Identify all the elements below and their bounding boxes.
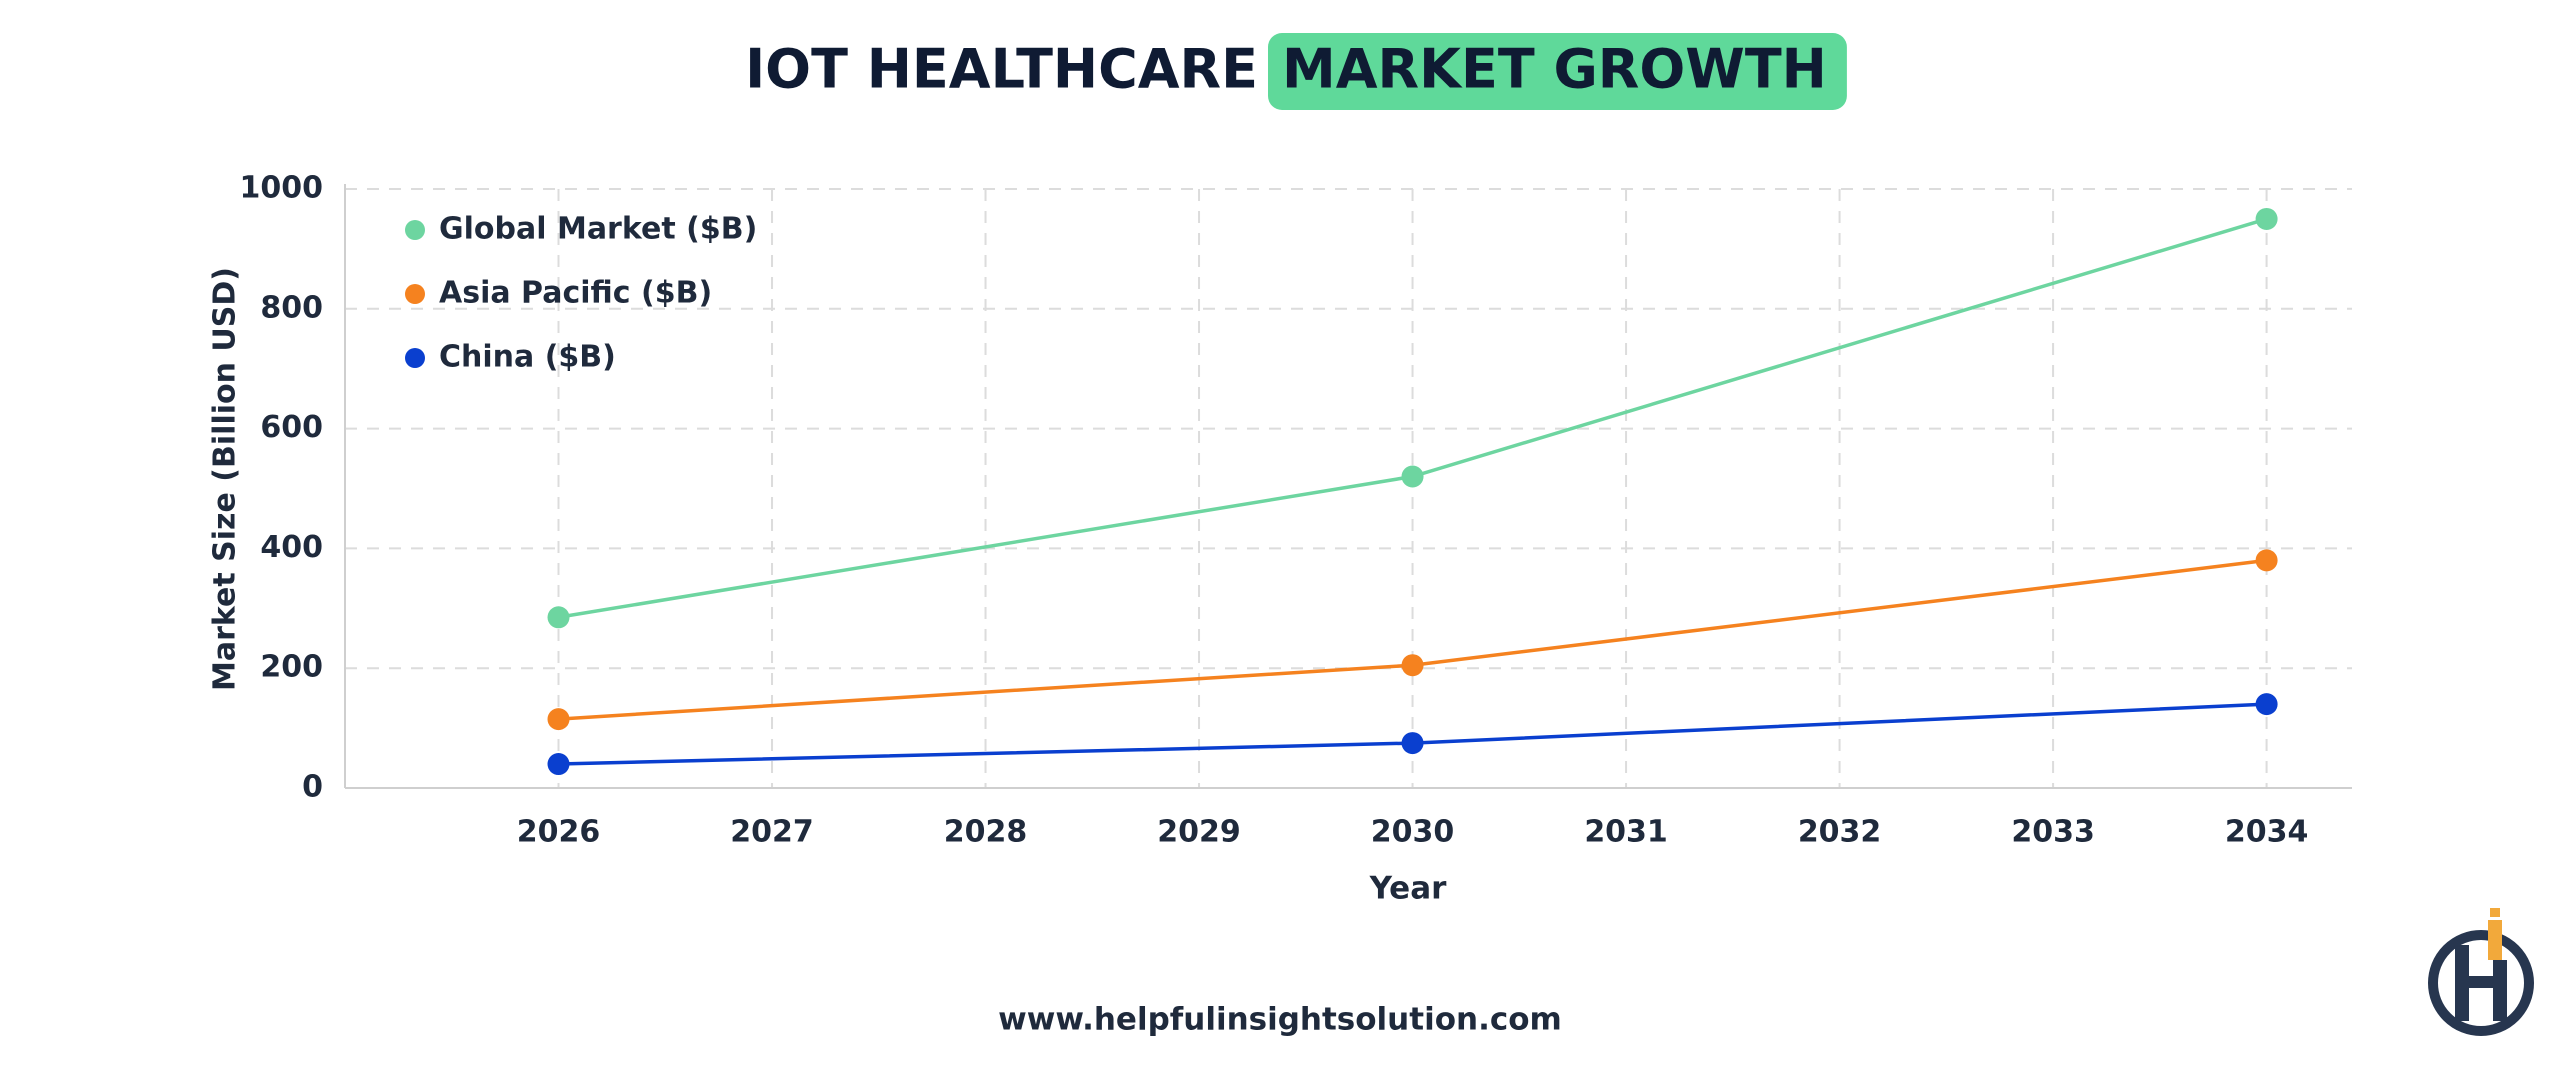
y-tick-label: 1000 (240, 171, 324, 206)
data-point (1401, 465, 1424, 488)
data-point (2255, 693, 2278, 716)
data-point (547, 606, 570, 629)
x-tick-label: 2032 (1798, 815, 1882, 850)
legend-marker (405, 284, 425, 304)
chart-title: IOT HEALTHCARE (745, 38, 1258, 101)
y-tick-label: 800 (260, 290, 323, 325)
y-tick-label: 400 (260, 530, 323, 565)
data-point (1401, 654, 1424, 677)
data-point (547, 708, 570, 731)
x-tick-label: 2028 (944, 815, 1028, 850)
x-tick-label: 2030 (1371, 815, 1455, 850)
logo (2428, 908, 2534, 1036)
legend-marker (405, 220, 425, 240)
data-point (547, 753, 570, 776)
x-tick-label: 2031 (1584, 815, 1668, 850)
legend-label: Global Market ($B) (439, 212, 757, 247)
footer: www.helpfulinsightsolution.com (998, 1002, 1562, 1038)
y-tick-label: 0 (302, 770, 323, 805)
y-tick-label: 600 (260, 410, 323, 445)
x-tick-label: 2029 (1157, 815, 1241, 850)
legend-label: China ($B) (439, 340, 616, 375)
legend-marker (405, 348, 425, 368)
chart-title-highlight: MARKET GROWTH (1282, 38, 1827, 101)
title-highlight-box (1268, 33, 1847, 110)
data-point (2255, 207, 2278, 230)
x-axis-title: Year (1369, 871, 1448, 907)
x-tick-label: 2026 (517, 815, 601, 850)
y-tick-label: 200 (260, 650, 323, 685)
legend-label: Asia Pacific ($B) (439, 276, 712, 311)
data-point (2255, 549, 2278, 572)
y-axis-title: Market Size (Billion USD) (208, 267, 243, 691)
x-tick-label: 2034 (2225, 815, 2309, 850)
data-point (1401, 732, 1424, 755)
x-tick-label: 2027 (730, 815, 814, 850)
x-tick-label: 2033 (2011, 815, 2095, 850)
